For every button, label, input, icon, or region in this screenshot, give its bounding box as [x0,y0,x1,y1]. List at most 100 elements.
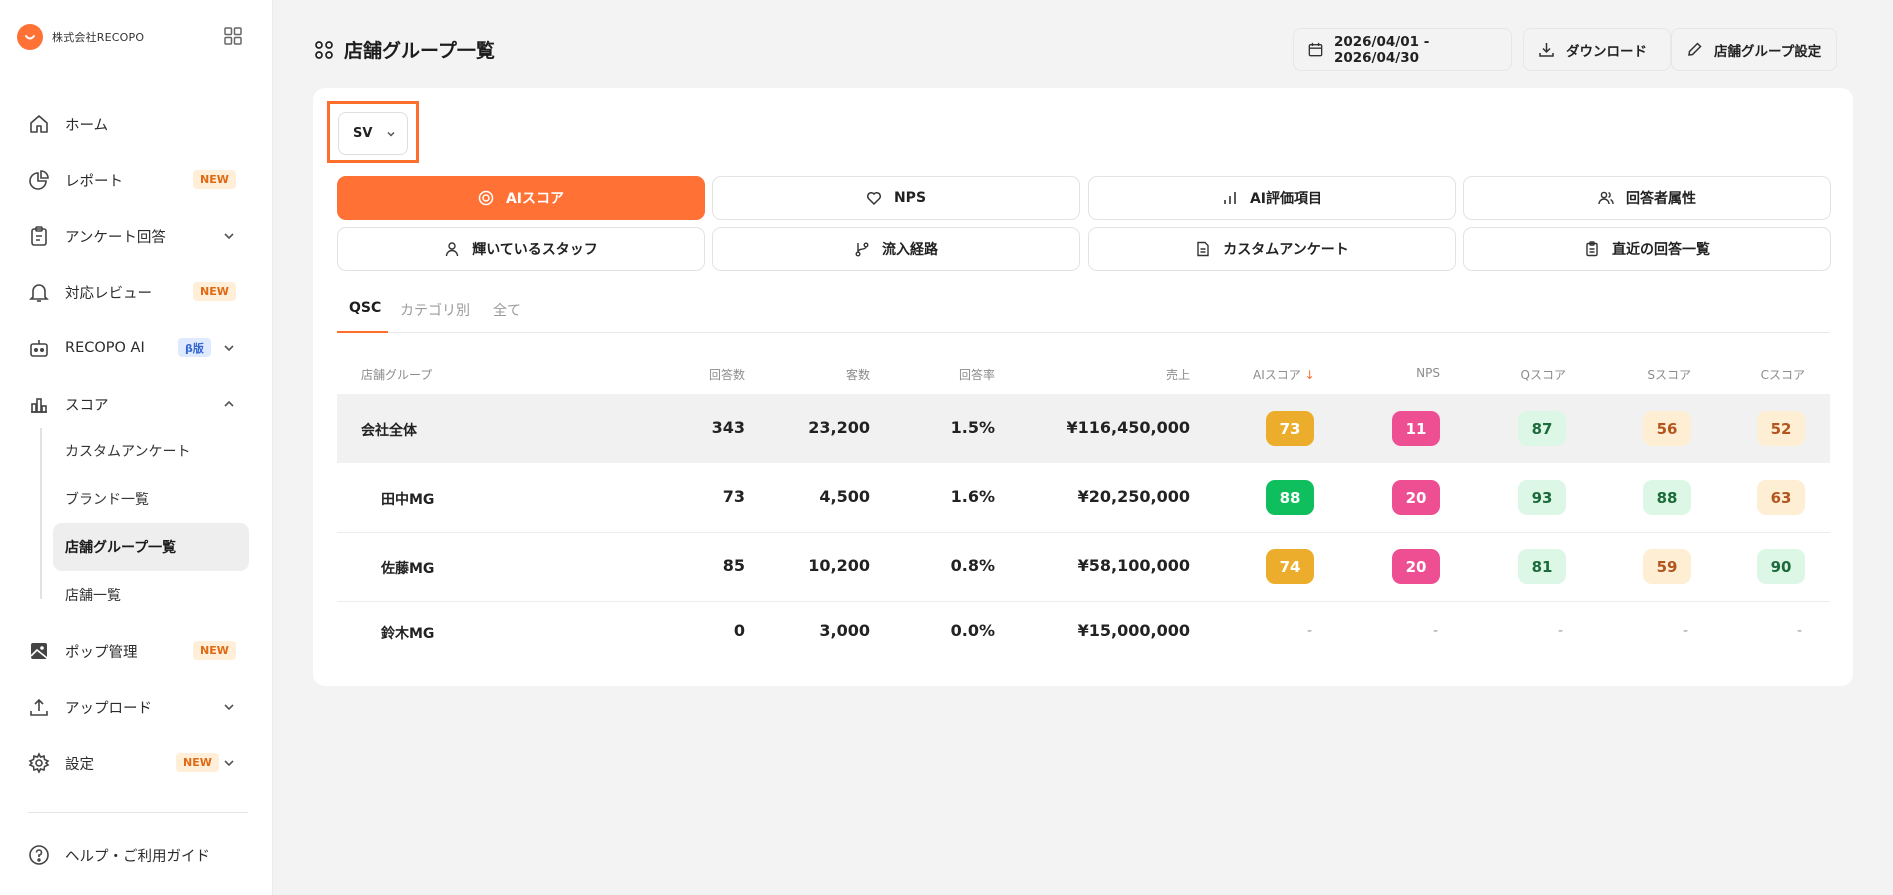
s-score-empty: - [1683,623,1689,639]
sub-brand-list[interactable]: ブランド一覧 [65,492,149,508]
grid-icon [315,40,333,59]
chevron-down-icon[interactable] [222,756,236,770]
nav-recopo-ai[interactable]: RECOPO AI β版 [28,332,246,364]
calendar-icon [1308,42,1323,57]
group-type-select[interactable]: SV [338,112,408,155]
col-header-group[interactable]: 店舗グループ [361,368,433,382]
nav-survey[interactable]: アンケート回答 [28,220,246,252]
col-header-customers[interactable]: 客数 [845,368,870,382]
download-icon [1539,43,1554,57]
chevron-down-icon[interactable] [222,341,236,355]
c-score-pill: 90 [1757,549,1805,584]
tab-custom-survey[interactable]: カスタムアンケート [1088,227,1456,271]
brand-logo-icon [17,24,43,50]
nav-help-label: ヘルプ・ご利用ガイド [65,848,210,865]
col-header-nps[interactable]: NPS [1416,366,1440,380]
col-header-responses[interactable]: 回答数 [708,368,745,382]
download-button[interactable]: ダウンロード [1523,28,1671,71]
cell-responses: 85 [722,556,745,575]
s-score-pill: 56 [1643,411,1691,446]
group-settings-button[interactable]: 店舗グループ設定 [1671,28,1837,71]
cell-group-name[interactable]: 会社全体 [361,423,417,439]
nav-upload[interactable]: アップロード [28,691,246,723]
brand[interactable]: 株式会社RECOPO [17,24,144,50]
col-header-sales[interactable]: 売上 [1165,368,1190,382]
col-header-ai-score[interactable]: AIスコア ↓ [1253,366,1315,383]
document-icon [1197,241,1209,257]
new-badge: NEW [193,170,236,189]
subtab-all[interactable]: 全て [493,303,521,319]
target-icon [478,190,494,206]
chevron-up-icon[interactable] [222,397,236,411]
date-range-button[interactable]: 2026/04/01 - 2026/04/30 [1293,28,1512,71]
new-badge: NEW [193,641,236,660]
page-title: 店舗グループ一覧 [314,36,495,63]
cell-rate: 0.0% [950,621,995,640]
chevron-down-icon[interactable] [222,229,236,243]
nav-score[interactable]: スコア [28,388,246,420]
nav-settings-label: 設定 [65,756,94,773]
tab-respondents-label: 回答者属性 [1626,191,1696,207]
cell-group-name[interactable]: 田中MG [381,492,435,508]
cell-rate: 1.6% [950,487,995,506]
new-badge: NEW [176,753,219,772]
col-header-s-score[interactable]: Sスコア [1647,368,1691,382]
q-score-pill: 87 [1518,411,1566,446]
chevron-down-icon[interactable] [222,700,236,714]
cell-sales: ¥116,450,000 [1066,418,1190,437]
tab-recent-responses-label: 直近の回答一覧 [1612,242,1710,258]
nav-pop[interactable]: ポップ管理 NEW [28,635,246,667]
s-score-pill: 59 [1643,549,1691,584]
image-icon [28,640,50,662]
tab-respondents[interactable]: 回答者属性 [1463,176,1831,220]
col-header-ai-score-label: AIスコア [1253,368,1301,382]
page-title-text: 店舗グループ一覧 [344,40,495,62]
nav-home-label: ホーム [65,117,109,134]
nav-home[interactable]: ホーム [28,108,246,140]
tab-ai-score[interactable]: AIスコア [337,176,705,220]
robot-icon [28,337,50,359]
ai-score-empty: - [1307,623,1313,639]
subtab-qsc[interactable]: QSC [349,300,382,316]
submenu-line [40,428,42,599]
nav-report[interactable]: レポート NEW [28,164,246,196]
nav-help[interactable]: ヘルプ・ご利用ガイド [28,839,246,871]
new-badge: NEW [193,282,236,301]
help-icon [28,844,50,866]
tab-traffic-source[interactable]: 流入経路 [712,227,1080,271]
nps-pill: 20 [1392,480,1440,515]
cell-group-name[interactable]: 鈴木MG [381,626,435,642]
sub-store-list[interactable]: 店舗一覧 [65,588,121,604]
col-header-q-score[interactable]: Qスコア [1520,368,1566,382]
cell-sales: ¥15,000,000 [1077,621,1190,640]
ai-score-pill: 73 [1266,411,1314,446]
col-header-c-score[interactable]: Cスコア [1760,368,1805,382]
col-header-rate[interactable]: 回答率 [958,368,995,382]
tab-shining-staff[interactable]: 輝いているスタッフ [337,227,705,271]
c-score-pill: 52 [1757,411,1805,446]
users-icon [1598,191,1614,205]
sub-store-group-list[interactable]: 店舗グループ一覧 [53,523,249,571]
nav-review-label: 対応レビュー [65,285,152,302]
tab-recent-responses[interactable]: 直近の回答一覧 [1463,227,1831,271]
sub-custom-survey[interactable]: カスタムアンケート [65,444,191,460]
tab-shining-staff-label: 輝いているスタッフ [472,242,598,258]
cell-group-name[interactable]: 佐藤MG [381,561,435,577]
sidebar: 株式会社RECOPO ホーム レポート NEW アンケート回答 対応レビュー N… [0,0,273,895]
home-icon [28,113,50,135]
tab-ai-evaluation[interactable]: AI評価項目 [1088,176,1456,220]
nav-settings[interactable]: 設定 NEW [28,747,246,779]
chevron-down-icon [387,131,395,137]
tab-nps[interactable]: NPS [712,176,1080,220]
table-row[interactable] [337,394,1830,463]
nav-recopo-ai-label: RECOPO AI [65,340,145,356]
date-range-label: 2026/04/01 - 2026/04/30 [1333,33,1430,66]
cell-customers: 3,000 [819,621,870,640]
cell-responses: 343 [711,418,745,437]
bell-icon [28,281,50,303]
nav-review[interactable]: 対応レビュー NEW [28,276,246,308]
tab-ai-score-label: AIスコア [505,191,565,207]
apps-grid-icon[interactable] [224,27,242,45]
subtab-category[interactable]: カテゴリ別 [400,303,470,319]
c-score-pill: 63 [1757,480,1805,515]
